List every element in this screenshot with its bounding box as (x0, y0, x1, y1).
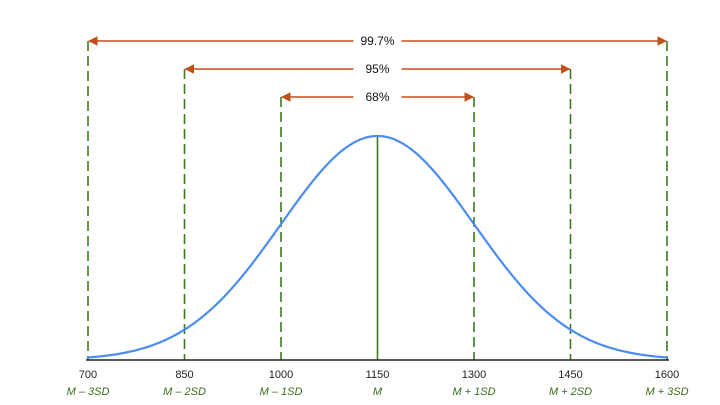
tick-label-1300: 1300 (462, 369, 486, 381)
sd-label-1300: M + 1SD (452, 386, 495, 398)
sd-label-700: M – 3SD (67, 386, 110, 398)
sd-label-1000: M – 1SD (260, 386, 303, 398)
tick-labels-layer: 700 M – 3SD 850 M – 2SD 1000 M – 1SD 1150 M 1300… (67, 369, 689, 398)
interval-label-1: 95% (365, 62, 389, 76)
intervals-layer: 99.7% 95% 68% (88, 34, 667, 104)
sd-label-1600: M + 3SD (645, 386, 688, 398)
tick-label-850: 850 (175, 369, 193, 381)
tick-label-1450: 1450 (558, 369, 582, 381)
curve-layer (87, 134, 668, 359)
interval-label-2: 68% (365, 90, 389, 104)
sd-label-1150: M (373, 386, 383, 398)
tick-label-700: 700 (79, 369, 97, 381)
tick-label-1150: 1150 (366, 369, 390, 381)
sd-label-850: M – 2SD (163, 386, 206, 398)
sd-lines-layer (87, 41, 668, 360)
tick-label-1000: 1000 (269, 369, 293, 381)
interval-label-0: 99.7% (360, 34, 394, 48)
normal-curve (87, 134, 668, 359)
sd-label-1450: M + 2SD (549, 386, 592, 398)
tick-label-1600: 1600 (655, 369, 679, 381)
